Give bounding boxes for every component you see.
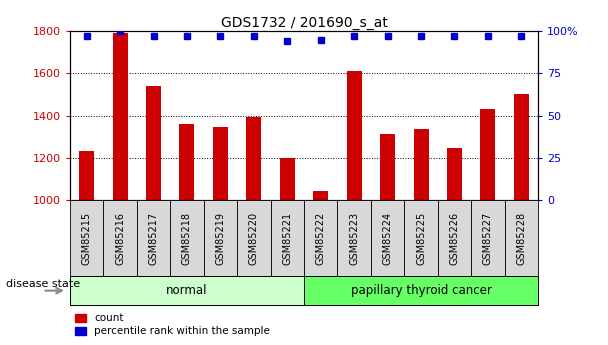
Bar (337, 200, 371, 276)
Text: GSM85219: GSM85219 (215, 211, 226, 265)
Bar (304, 200, 337, 276)
Text: normal: normal (166, 284, 208, 297)
Bar (505, 200, 538, 276)
Bar (447, 148, 462, 345)
Bar (237, 200, 271, 276)
Text: GSM85223: GSM85223 (349, 211, 359, 265)
Text: GSM85224: GSM85224 (382, 211, 393, 265)
Bar (70, 200, 103, 276)
Text: GSM85216: GSM85216 (115, 211, 125, 265)
Title: GDS1732 / 201690_s_at: GDS1732 / 201690_s_at (221, 16, 387, 30)
Bar (404, 200, 438, 276)
Text: GSM85215: GSM85215 (81, 211, 92, 265)
Bar (438, 200, 471, 276)
Bar (246, 117, 261, 345)
Bar (313, 190, 328, 345)
Text: disease state: disease state (6, 279, 80, 289)
Bar (514, 95, 529, 345)
Bar (213, 127, 228, 345)
Text: papillary thyroid cancer: papillary thyroid cancer (351, 284, 491, 297)
Bar (170, 200, 204, 276)
Text: GSM85228: GSM85228 (516, 211, 527, 265)
Bar (137, 200, 170, 276)
Bar (146, 86, 161, 345)
Bar (471, 200, 505, 276)
Bar (371, 200, 404, 276)
Bar (280, 158, 295, 345)
Bar (413, 129, 429, 345)
Text: GSM85217: GSM85217 (148, 211, 159, 265)
Text: GSM85225: GSM85225 (416, 211, 426, 265)
Bar (347, 71, 362, 345)
Text: GSM85221: GSM85221 (282, 211, 292, 265)
Legend: count, percentile rank within the sample: count, percentile rank within the sample (75, 313, 270, 336)
Bar (79, 151, 94, 345)
Bar (112, 33, 128, 345)
Text: GSM85226: GSM85226 (449, 211, 460, 265)
Bar (204, 200, 237, 276)
Bar (480, 109, 496, 345)
Bar (380, 134, 395, 345)
Text: GSM85227: GSM85227 (483, 211, 493, 265)
Text: GSM85220: GSM85220 (249, 211, 259, 265)
Bar (103, 200, 137, 276)
Bar (179, 124, 195, 345)
Text: GSM85222: GSM85222 (316, 211, 326, 265)
Bar (271, 200, 304, 276)
Text: GSM85218: GSM85218 (182, 211, 192, 265)
